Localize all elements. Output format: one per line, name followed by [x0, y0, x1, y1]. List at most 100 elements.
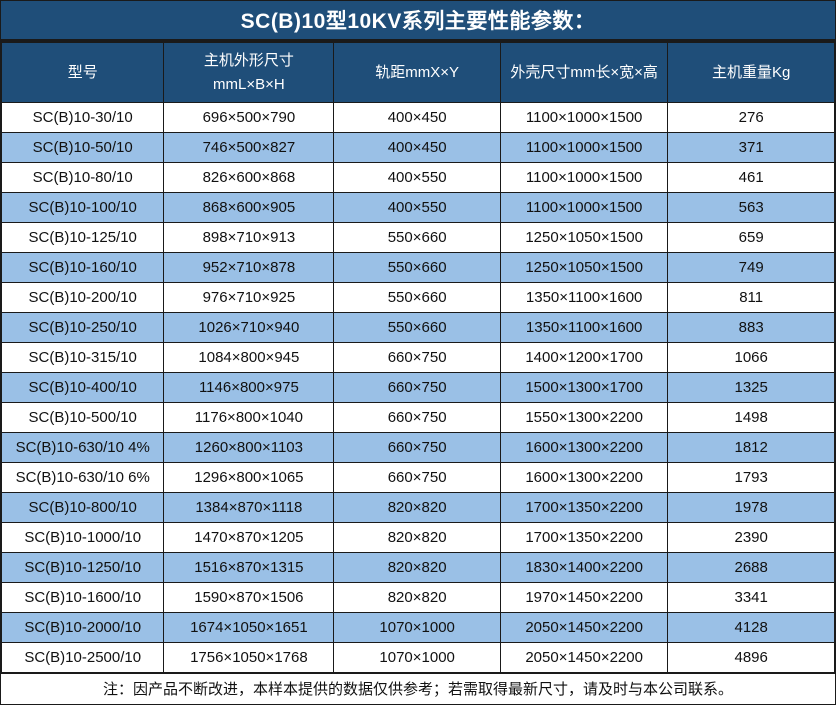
- cell-enclosure-dimensions: 1550×1300×2200: [499, 402, 669, 433]
- cell-track-gauge: 660×750: [333, 402, 501, 433]
- cell-weight: 1498: [667, 402, 835, 433]
- table-row: SC(B)10-2000/10 1674×1050×1651 1070×1000 20…: [1, 612, 835, 643]
- cell-weight: 1812: [667, 432, 835, 463]
- cell-enclosure-dimensions: 2050×1450×2200: [499, 612, 669, 643]
- cell-track-gauge: 400×450: [333, 132, 501, 163]
- cell-enclosure-dimensions: 1350×1100×1600: [499, 312, 669, 343]
- cell-weight: 1978: [667, 492, 835, 523]
- table-row: SC(B)10-100/10 868×600×905 400×550 1100×100…: [1, 192, 835, 223]
- table-row: SC(B)10-400/10 1146×800×975 660×750 1500×13…: [1, 372, 835, 403]
- cell-model: SC(B)10-250/10: [1, 312, 165, 343]
- cell-main-dimensions: 1176×800×1040: [163, 402, 335, 433]
- cell-track-gauge: 820×820: [333, 492, 501, 523]
- table-row: SC(B)10-1250/10 1516×870×1315 820×820 1830×…: [1, 552, 835, 583]
- cell-main-dimensions: 1384×870×1118: [163, 492, 335, 523]
- cell-track-gauge: 400×450: [333, 102, 501, 133]
- cell-weight: 4128: [667, 612, 835, 643]
- cell-track-gauge: 820×820: [333, 552, 501, 583]
- cell-track-gauge: 550×660: [333, 252, 501, 283]
- cell-main-dimensions: 868×600×905: [163, 192, 335, 223]
- cell-model: SC(B)10-100/10: [1, 192, 165, 223]
- cell-enclosure-dimensions: 1100×1000×1500: [499, 132, 669, 163]
- cell-enclosure-dimensions: 2050×1450×2200: [499, 642, 669, 673]
- cell-model: SC(B)10-2000/10: [1, 612, 165, 643]
- table-row: SC(B)10-30/10 696×500×790 400×450 1100×1000…: [1, 102, 835, 133]
- cell-main-dimensions: 1756×1050×1768: [163, 642, 335, 673]
- cell-main-dimensions: 696×500×790: [163, 102, 335, 133]
- table-row: SC(B)10-80/10 826×600×868 400×550 1100×1000…: [1, 162, 835, 193]
- cell-enclosure-dimensions: 1250×1050×1500: [499, 222, 669, 253]
- cell-track-gauge: 550×660: [333, 312, 501, 343]
- page-title: SC(B)10型10KV系列主要性能参数：: [1, 1, 835, 42]
- cell-enclosure-dimensions: 1830×1400×2200: [499, 552, 669, 583]
- cell-track-gauge: 550×660: [333, 282, 501, 313]
- cell-weight: 659: [667, 222, 835, 253]
- cell-main-dimensions: 826×600×868: [163, 162, 335, 193]
- cell-weight: 276: [667, 102, 835, 133]
- cell-enclosure-dimensions: 1400×1200×1700: [499, 342, 669, 373]
- cell-main-dimensions: 1674×1050×1651: [163, 612, 335, 643]
- header-row: 型号 主机外形尺寸 mmL×B×H 轨距mmX×Y 外壳尺寸mm长×宽×高 主机…: [1, 42, 835, 103]
- cell-main-dimensions: 952×710×878: [163, 252, 335, 283]
- cell-model: SC(B)10-400/10: [1, 372, 165, 403]
- cell-track-gauge: 660×750: [333, 372, 501, 403]
- cell-track-gauge: 820×820: [333, 582, 501, 613]
- cell-model: SC(B)10-50/10: [1, 132, 165, 163]
- cell-enclosure-dimensions: 1700×1350×2200: [499, 522, 669, 553]
- cell-track-gauge: 820×820: [333, 522, 501, 553]
- column-header-enclosure-dimensions: 外壳尺寸mm长×宽×高: [499, 42, 669, 103]
- cell-enclosure-dimensions: 1970×1450×2200: [499, 582, 669, 613]
- column-header-track-gauge: 轨距mmX×Y: [333, 42, 501, 103]
- table-row: SC(B)10-1000/10 1470×870×1205 820×820 1700×…: [1, 522, 835, 553]
- cell-model: SC(B)10-1000/10: [1, 522, 165, 553]
- cell-model: SC(B)10-1250/10: [1, 552, 165, 583]
- cell-enclosure-dimensions: 1600×1300×2200: [499, 462, 669, 493]
- cell-weight: 4896: [667, 642, 835, 673]
- cell-weight: 563: [667, 192, 835, 223]
- cell-model: SC(B)10-630/10 4%: [1, 432, 165, 463]
- cell-main-dimensions: 898×710×913: [163, 222, 335, 253]
- cell-model: SC(B)10-160/10: [1, 252, 165, 283]
- table-row: SC(B)10-160/10 952×710×878 550×660 1250×105…: [1, 252, 835, 283]
- cell-enclosure-dimensions: 1700×1350×2200: [499, 492, 669, 523]
- cell-model: SC(B)10-125/10: [1, 222, 165, 253]
- cell-weight: 1793: [667, 462, 835, 493]
- cell-enclosure-dimensions: 1500×1300×1700: [499, 372, 669, 403]
- cell-enclosure-dimensions: 1600×1300×2200: [499, 432, 669, 463]
- table-row: SC(B)10-1600/10 1590×870×1506 820×820 1970×…: [1, 582, 835, 613]
- cell-main-dimensions: 1470×870×1205: [163, 522, 335, 553]
- cell-track-gauge: 550×660: [333, 222, 501, 253]
- table-row: SC(B)10-125/10 898×710×913 550×660 1250×105…: [1, 222, 835, 253]
- cell-main-dimensions: 1296×800×1065: [163, 462, 335, 493]
- cell-main-dimensions: 1590×870×1506: [163, 582, 335, 613]
- cell-main-dimensions: 746×500×827: [163, 132, 335, 163]
- cell-enclosure-dimensions: 1250×1050×1500: [499, 252, 669, 283]
- cell-track-gauge: 400×550: [333, 192, 501, 223]
- spec-table: 型号 主机外形尺寸 mmL×B×H 轨距mmX×Y 外壳尺寸mm长×宽×高 主机…: [1, 42, 835, 673]
- cell-main-dimensions: 1026×710×940: [163, 312, 335, 343]
- table-header: 型号 主机外形尺寸 mmL×B×H 轨距mmX×Y 外壳尺寸mm长×宽×高 主机…: [1, 42, 835, 103]
- cell-weight: 2390: [667, 522, 835, 553]
- cell-main-dimensions: 1084×800×945: [163, 342, 335, 373]
- table-row: SC(B)10-315/10 1084×800×945 660×750 1400×12…: [1, 342, 835, 373]
- table-row: SC(B)10-2500/10 1756×1050×1768 1070×1000 20…: [1, 642, 835, 673]
- cell-main-dimensions: 1516×870×1315: [163, 552, 335, 583]
- cell-weight: 1066: [667, 342, 835, 373]
- cell-enclosure-dimensions: 1100×1000×1500: [499, 162, 669, 193]
- cell-main-dimensions: 976×710×925: [163, 282, 335, 313]
- cell-weight: 1325: [667, 372, 835, 403]
- table-body: SC(B)10-30/10 696×500×790 400×450 1100×1000…: [1, 102, 835, 673]
- cell-weight: 883: [667, 312, 835, 343]
- table-row: SC(B)10-630/10 4% 1260×800×1103 660×750 160…: [1, 432, 835, 463]
- column-header-main-dimensions: 主机外形尺寸 mmL×B×H: [163, 42, 335, 103]
- column-header-model: 型号: [1, 42, 165, 103]
- cell-model: SC(B)10-1600/10: [1, 582, 165, 613]
- table-row: SC(B)10-250/10 1026×710×940 550×660 1350×11…: [1, 312, 835, 343]
- cell-track-gauge: 1070×1000: [333, 612, 501, 643]
- cell-model: SC(B)10-80/10: [1, 162, 165, 193]
- cell-enclosure-dimensions: 1100×1000×1500: [499, 102, 669, 133]
- cell-weight: 461: [667, 162, 835, 193]
- cell-track-gauge: 400×550: [333, 162, 501, 193]
- cell-weight: 749: [667, 252, 835, 283]
